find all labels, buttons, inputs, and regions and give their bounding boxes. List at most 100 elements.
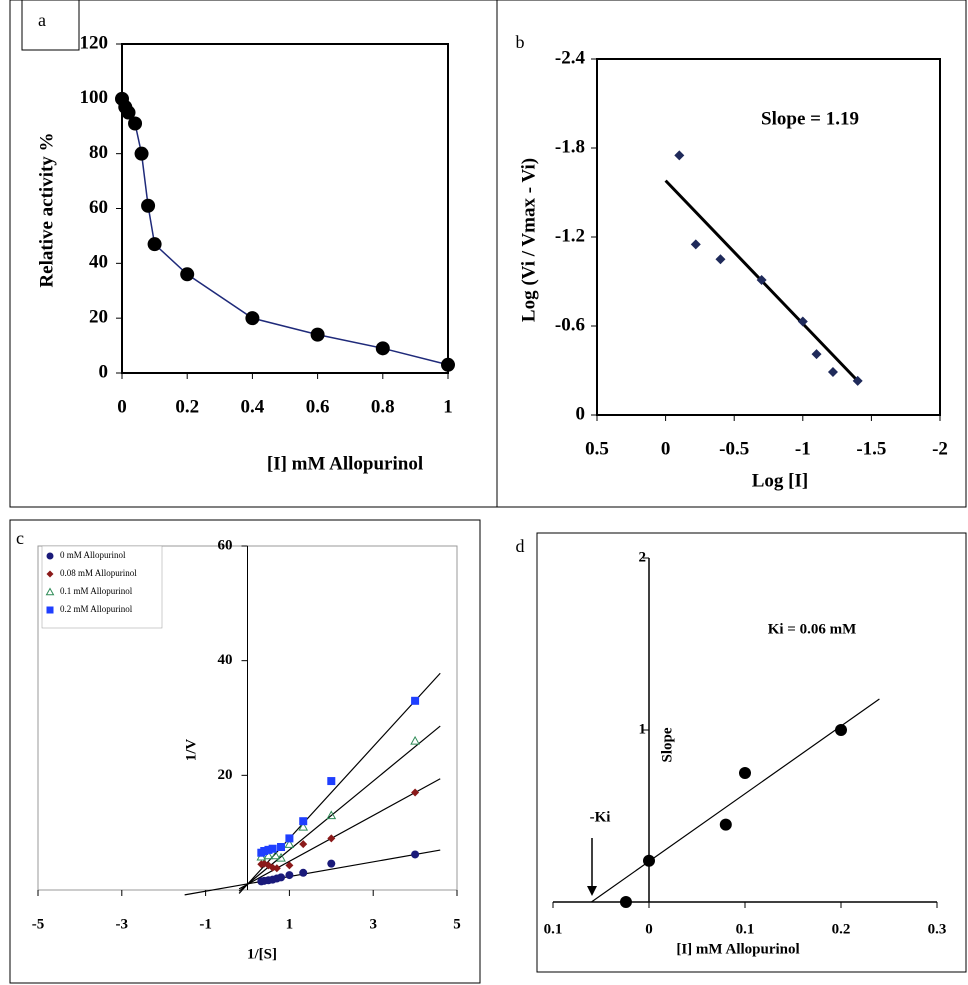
x-tick-label: 0.8 bbox=[371, 396, 395, 417]
x-tick-label: -3 bbox=[116, 916, 129, 932]
point bbox=[441, 357, 455, 372]
y-tick-label: -1.2 bbox=[555, 225, 585, 246]
y-axis-label: 1/V bbox=[183, 739, 199, 762]
x-tick-label: -2 bbox=[932, 438, 948, 459]
point bbox=[719, 818, 732, 831]
x-tick-label: 0 bbox=[117, 396, 127, 417]
legend-marker bbox=[46, 570, 54, 578]
point bbox=[411, 696, 420, 705]
point bbox=[299, 817, 308, 826]
point bbox=[797, 316, 808, 327]
point bbox=[245, 311, 260, 326]
y-tick-label: 40 bbox=[89, 252, 108, 273]
x-tick-label: 0.2 bbox=[175, 396, 199, 417]
x-tick-label: 0.4 bbox=[241, 396, 265, 417]
point bbox=[811, 349, 822, 360]
point bbox=[285, 861, 294, 870]
x-tick-label: 0.1 bbox=[544, 921, 563, 937]
x-tick-label: -1 bbox=[795, 438, 811, 459]
y-tick-label: 60 bbox=[218, 537, 233, 553]
point bbox=[619, 896, 632, 908]
plot-frame bbox=[121, 43, 449, 374]
legend-label: 0.2 mM Allopurinol bbox=[60, 604, 133, 614]
x-tick-label: -5 bbox=[32, 916, 45, 932]
point bbox=[264, 845, 273, 854]
y-tick-label: 120 bbox=[80, 32, 109, 53]
point bbox=[411, 850, 420, 859]
point bbox=[277, 873, 286, 882]
panel-frame bbox=[9, 0, 498, 508]
trendline bbox=[238, 672, 441, 894]
x-tick-label: 0 bbox=[661, 438, 671, 459]
y-tick-label: 40 bbox=[218, 652, 233, 668]
y-tick-label: -1.8 bbox=[555, 136, 585, 157]
legend-marker bbox=[45, 587, 55, 596]
point bbox=[268, 844, 277, 853]
panel-label: d bbox=[516, 536, 525, 556]
point bbox=[263, 850, 274, 860]
point bbox=[410, 735, 420, 745]
x-tick-label: 0.2 bbox=[832, 921, 851, 937]
panel-frame bbox=[496, 0, 967, 508]
point bbox=[674, 150, 685, 161]
x-axis-label: [I] mM Allopurinol bbox=[676, 941, 799, 957]
y-tick-label: -0.6 bbox=[555, 314, 585, 335]
point bbox=[298, 821, 309, 831]
series-line bbox=[121, 98, 449, 366]
y-tick-label: 60 bbox=[89, 197, 108, 218]
point bbox=[270, 850, 281, 860]
point bbox=[299, 868, 308, 877]
point bbox=[121, 105, 136, 120]
trendline bbox=[238, 725, 441, 892]
point bbox=[285, 871, 294, 880]
y-tick-label: -2.4 bbox=[555, 47, 586, 68]
y-tick-label: 1 bbox=[639, 721, 647, 737]
legend-marker bbox=[46, 606, 54, 614]
point bbox=[272, 864, 281, 873]
annotation: Slope = 1.19 bbox=[761, 108, 859, 129]
legend-label: 0 mM Allopurinol bbox=[60, 550, 126, 560]
point bbox=[284, 839, 295, 848]
point bbox=[147, 237, 162, 252]
x-tick-label: -1 bbox=[199, 916, 212, 932]
point bbox=[299, 840, 308, 849]
point bbox=[327, 859, 336, 868]
legend-box bbox=[41, 545, 163, 629]
x-tick-label: 1 bbox=[443, 396, 453, 417]
annotation: -Ki bbox=[590, 809, 611, 825]
trendline bbox=[184, 849, 441, 896]
trendline bbox=[238, 778, 441, 890]
y-axis-label: Log (Vi / Vmax - Vi) bbox=[518, 158, 539, 322]
y-tick-label: 0 bbox=[576, 403, 586, 424]
y-axis-label: Slope bbox=[659, 727, 675, 762]
point bbox=[285, 834, 294, 843]
x-axis-label: Log [I] bbox=[752, 470, 808, 491]
x-tick-label: 5 bbox=[453, 916, 461, 932]
x-tick-label: 0.3 bbox=[928, 921, 947, 937]
y-tick-label: 80 bbox=[89, 142, 108, 163]
point bbox=[276, 852, 286, 862]
point bbox=[835, 724, 847, 736]
point bbox=[141, 198, 156, 213]
x-tick-label: 0.6 bbox=[306, 396, 330, 417]
point bbox=[715, 254, 726, 265]
point bbox=[128, 116, 143, 131]
panel-frame bbox=[536, 532, 967, 973]
point bbox=[643, 854, 655, 867]
x-tick-label: 0 bbox=[645, 921, 653, 937]
point bbox=[180, 267, 195, 282]
point bbox=[327, 777, 336, 786]
point bbox=[277, 843, 286, 851]
point bbox=[326, 810, 337, 820]
legend-marker bbox=[46, 552, 54, 560]
point bbox=[852, 375, 863, 386]
y-tick-label: 2 bbox=[639, 549, 647, 565]
point bbox=[310, 327, 325, 342]
ki-arrow-head bbox=[587, 886, 597, 896]
legend-label: 0.08 mM Allopurinol bbox=[60, 568, 137, 578]
panel-label: a bbox=[38, 10, 46, 30]
point bbox=[690, 239, 701, 250]
x-tick-label: -1.5 bbox=[856, 438, 886, 459]
x-tick-label: -0.5 bbox=[719, 438, 749, 459]
